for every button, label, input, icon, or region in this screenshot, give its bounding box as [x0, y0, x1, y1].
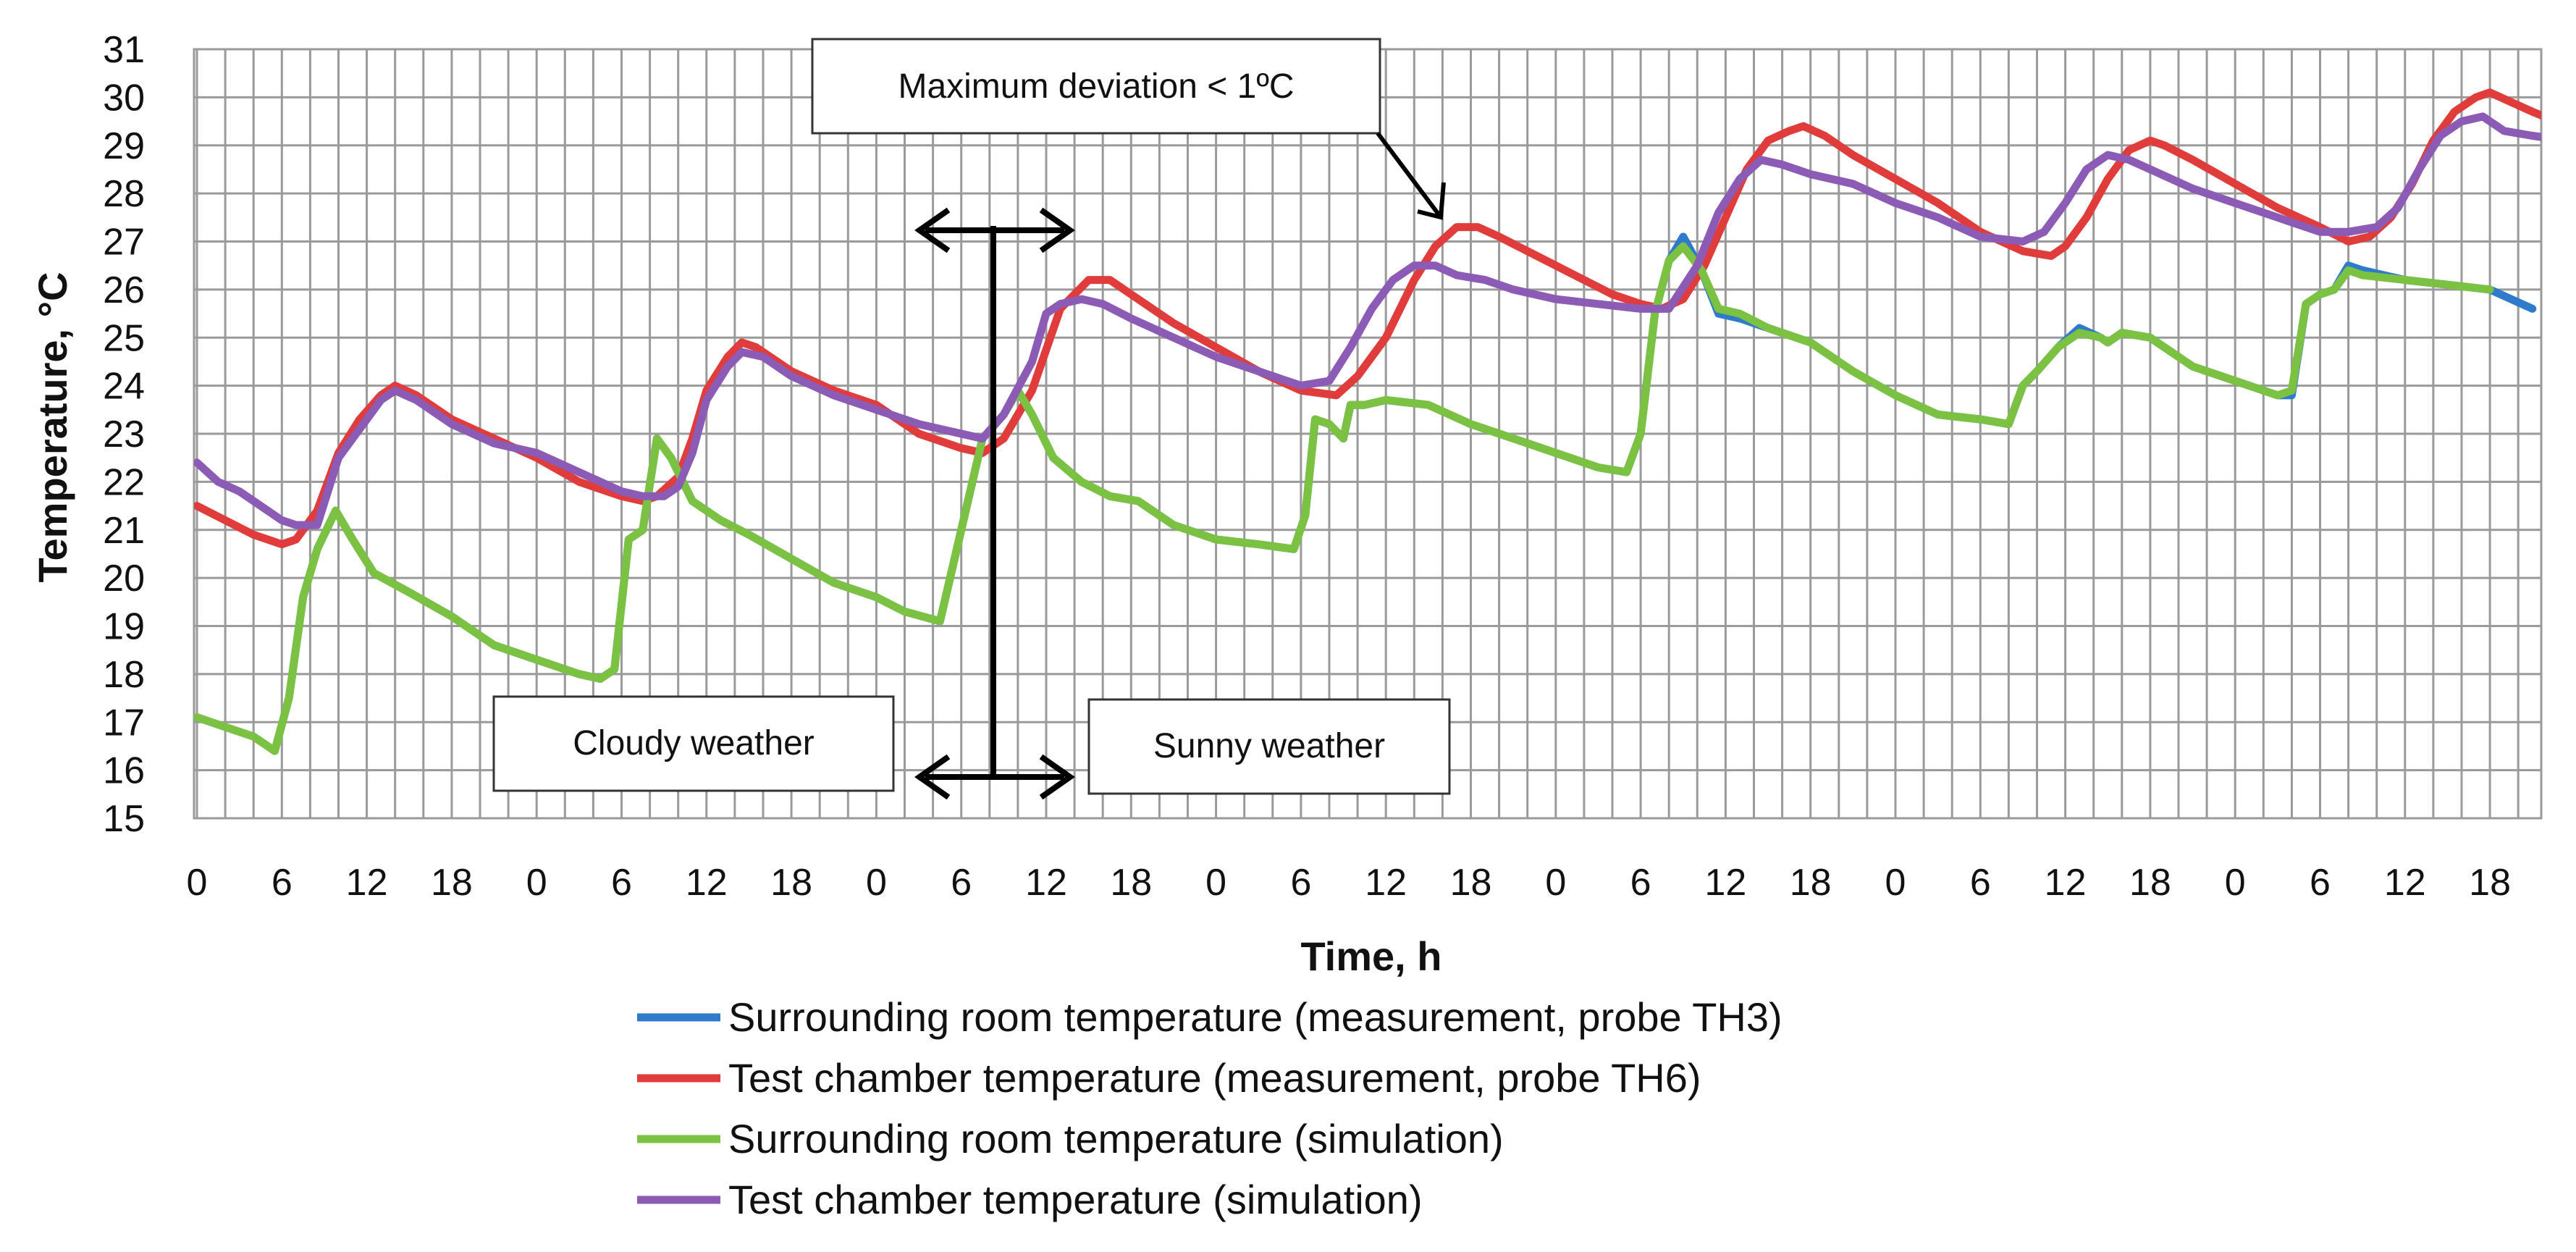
x-axis-title: Time, h [1300, 933, 1441, 979]
y-tick-label: 24 [103, 366, 145, 408]
series-lines [194, 88, 2541, 755]
x-tick-label: 12 [686, 862, 728, 904]
y-tick-label: 28 [103, 173, 145, 215]
y-tick-label: 18 [103, 654, 145, 696]
x-tick-label: 18 [2129, 862, 2171, 904]
x-tick-label: 12 [2384, 862, 2426, 904]
legend: Surrounding room temperature (measuremen… [637, 994, 1782, 1222]
x-tick-label: 0 [2225, 862, 2246, 904]
grid-lines [193, 48, 2543, 820]
y-tick-label: 29 [103, 125, 145, 167]
y-tick-label: 23 [103, 413, 145, 455]
max-deviation-label: Maximum deviation < 1ºC [898, 67, 1294, 106]
max-deviation-arrow [1376, 132, 1446, 220]
x-tick-label: 0 [526, 862, 547, 904]
y-tick-labels: 15 16 17 18 19 20 21 22 23 24 25 26 27 28 29 30 31 [103, 29, 145, 840]
y-tick-label: 17 [103, 702, 145, 744]
x-tick-label: 12 [2045, 862, 2087, 904]
y-tick-label: 20 [103, 558, 145, 600]
max-deviation-callout: Maximum deviation < 1ºC [811, 38, 1381, 135]
cloudy-weather-label: Cloudy weather [573, 724, 815, 762]
x-tick-labels: 0 6 12 18 0 6 12 18 0 6 12 18 0 6 12 18 0 6 12 18 0 6 12 18 0 6 12… [187, 862, 2511, 904]
sunny-weather-label: Sunny weather [1153, 727, 1385, 765]
x-tick-label: 18 [2469, 862, 2511, 904]
x-tick-label: 0 [1205, 862, 1226, 904]
x-tick-label: 6 [951, 862, 972, 904]
y-tick-label: 31 [103, 29, 145, 71]
y-tick-label: 15 [103, 798, 145, 840]
x-tick-label: 0 [1885, 862, 1906, 904]
x-tick-label: 6 [611, 862, 632, 904]
x-tick-label: 6 [1630, 862, 1651, 904]
x-tick-label: 18 [1450, 862, 1492, 904]
y-tick-label: 21 [103, 510, 145, 552]
x-tick-label: 12 [346, 862, 388, 904]
weather-divider [914, 207, 1075, 800]
y-tick-label: 26 [103, 269, 145, 311]
y-tick-label: 25 [103, 317, 145, 359]
x-tick-label: 18 [1110, 862, 1152, 904]
x-tick-label: 6 [2310, 862, 2331, 904]
x-tick-label: 18 [431, 862, 473, 904]
x-tick-label: 0 [187, 862, 208, 904]
cloudy-weather-callout: Cloudy weather [492, 695, 895, 792]
series-line-2 [194, 88, 2541, 549]
x-tick-label: 6 [1290, 862, 1311, 904]
x-tick-label: 0 [1545, 862, 1566, 904]
y-tick-label: 27 [103, 222, 145, 264]
sunny-weather-callout: Sunny weather [1087, 698, 1451, 795]
legend-label-3: Surrounding room temperature (simulation… [728, 1116, 1504, 1161]
x-tick-label: 12 [1704, 862, 1746, 904]
y-axis-title: Temperature, °C [30, 272, 75, 582]
legend-label-1: Surrounding room temperature (measuremen… [728, 994, 1782, 1040]
y-tick-label: 30 [103, 77, 145, 119]
y-tick-label: 16 [103, 750, 145, 792]
y-tick-label: 19 [103, 606, 145, 648]
series-line-4 [194, 112, 2541, 529]
legend-label-2: Test chamber temperature (measurement, p… [728, 1055, 1701, 1101]
y-tick-label: 22 [103, 461, 145, 503]
x-tick-label: 12 [1025, 862, 1067, 904]
legend-label-4: Test chamber temperature (simulation) [728, 1177, 1423, 1222]
x-tick-label: 12 [1365, 862, 1407, 904]
x-tick-label: 18 [1790, 862, 1832, 904]
x-tick-label: 6 [272, 862, 292, 904]
x-tick-label: 18 [770, 862, 812, 904]
series-line-3 [194, 242, 2494, 755]
x-tick-label: 0 [866, 862, 887, 904]
x-tick-label: 6 [1970, 862, 1991, 904]
